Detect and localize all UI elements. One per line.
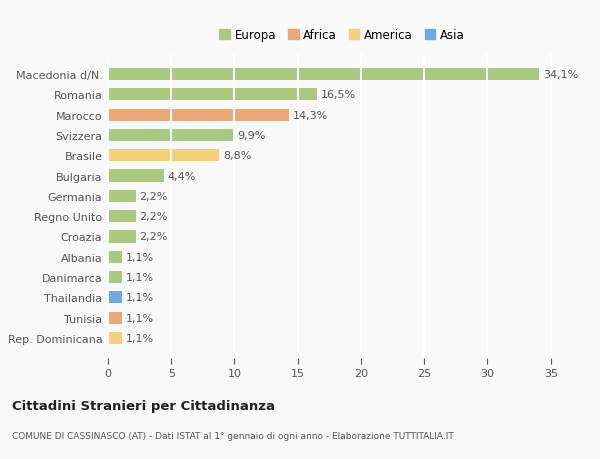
Text: 1,1%: 1,1%: [126, 273, 154, 282]
Bar: [108, 312, 122, 324]
Bar: [108, 211, 136, 223]
Text: 2,2%: 2,2%: [140, 232, 168, 242]
Bar: [108, 332, 122, 344]
Text: 8,8%: 8,8%: [223, 151, 251, 161]
Text: 1,1%: 1,1%: [126, 293, 154, 302]
Bar: [108, 231, 136, 243]
Text: 2,2%: 2,2%: [140, 191, 168, 202]
Text: 34,1%: 34,1%: [543, 70, 578, 80]
Text: 14,3%: 14,3%: [293, 111, 328, 120]
Bar: [108, 89, 317, 101]
Text: Cittadini Stranieri per Cittadinanza: Cittadini Stranieri per Cittadinanza: [12, 399, 275, 412]
Text: 1,1%: 1,1%: [126, 333, 154, 343]
Bar: [108, 170, 164, 182]
Text: 2,2%: 2,2%: [140, 212, 168, 222]
Text: COMUNE DI CASSINASCO (AT) - Dati ISTAT al 1° gennaio di ogni anno - Elaborazione: COMUNE DI CASSINASCO (AT) - Dati ISTAT a…: [12, 431, 454, 441]
Bar: [108, 251, 122, 263]
Bar: [108, 129, 233, 142]
Text: 4,4%: 4,4%: [167, 171, 196, 181]
Legend: Europa, Africa, America, Asia: Europa, Africa, America, Asia: [215, 25, 470, 47]
Text: 9,9%: 9,9%: [237, 131, 265, 140]
Bar: [108, 291, 122, 304]
Bar: [108, 271, 122, 284]
Bar: [108, 109, 289, 122]
Bar: [108, 190, 136, 202]
Bar: [108, 150, 220, 162]
Text: 16,5%: 16,5%: [320, 90, 356, 100]
Text: 1,1%: 1,1%: [126, 252, 154, 262]
Text: 1,1%: 1,1%: [126, 313, 154, 323]
Bar: [108, 69, 539, 81]
